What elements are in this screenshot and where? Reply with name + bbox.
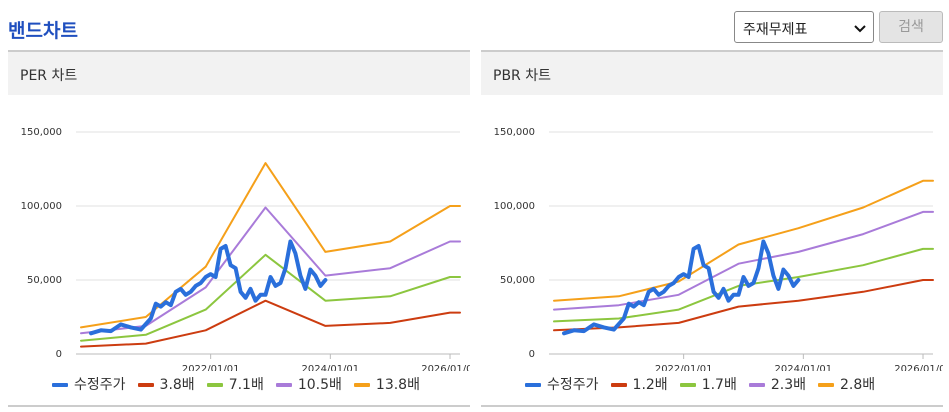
y-tick-label: 100,000: [494, 201, 535, 212]
y-tick-label: 50,000: [27, 275, 62, 286]
legend-label: 10.5배: [297, 377, 342, 393]
legend-label: 1.2배: [632, 377, 668, 393]
legend-label: 수정주가: [74, 377, 126, 393]
legend-swatch: [137, 383, 154, 387]
legend-swatch: [206, 383, 223, 387]
legend-item[interactable]: 1.2배: [610, 374, 668, 394]
legend-label: 3.8배: [159, 377, 195, 393]
pbr-chart-panel: PBR 차트 150,000 100,000 50,000 0 2022/01/01 20…: [481, 50, 943, 407]
legend-label: 수정주가: [547, 377, 599, 393]
legend-item[interactable]: 2.8배: [818, 374, 875, 394]
y-tick-label: 150,000: [21, 127, 62, 138]
legend-item[interactable]: 수정주가: [52, 374, 126, 394]
chevron-down-icon: [854, 25, 866, 33]
legend-swatch: [275, 383, 292, 387]
legend-label: 1.7배: [701, 377, 737, 393]
search-button[interactable]: 검색: [879, 11, 943, 43]
legend-swatch: [748, 383, 765, 387]
legend-label: 7.1배: [228, 377, 264, 393]
legend-item[interactable]: 7.1배: [206, 374, 264, 394]
x-tick-label: 2024/01/01: [775, 364, 833, 371]
legend-swatch: [525, 383, 541, 387]
legend-swatch: [818, 383, 834, 387]
financial-statement-select[interactable]: 주재무제표: [734, 11, 874, 43]
series-line: [553, 247, 934, 323]
x-tick-label: 2022/01/01: [182, 364, 240, 371]
per-chart-header: PER 차트: [8, 50, 470, 95]
series-line: [89, 239, 328, 336]
legend-label: 13.8배: [375, 377, 420, 393]
y-tick-label: 0: [56, 349, 62, 360]
legend-label: 2.3배: [770, 377, 806, 393]
legend-item[interactable]: 2.3배: [748, 374, 806, 394]
series-line: [562, 239, 801, 336]
x-tick-label: 2024/01/01: [302, 364, 360, 371]
series-line: [553, 279, 934, 332]
pbr-chart: 150,000 100,000 50,000 0 2022/01/01 2024/01/0…: [494, 127, 943, 371]
legend-item[interactable]: 1.7배: [679, 374, 737, 394]
pbr-chart-header: PBR 차트: [481, 50, 943, 95]
y-tick-label: 100,000: [21, 201, 62, 212]
legend-swatch: [610, 383, 627, 387]
per-chart-title: PER 차트: [20, 68, 78, 84]
series-line: [553, 179, 934, 302]
legend-swatch: [52, 383, 68, 387]
x-tick-label: 2022/01/01: [655, 364, 713, 371]
legend-item[interactable]: 10.5배: [275, 374, 342, 394]
x-tick-label: 2026/01/01: [894, 364, 943, 371]
legend-item[interactable]: 수정주가: [525, 374, 599, 394]
y-tick-label: 0: [529, 349, 535, 360]
legend-swatch: [679, 383, 696, 387]
pbr-chart-legend: 수정주가 1.2배 1.7배 2.3배 2.8배: [525, 374, 887, 394]
per-chart-legend: 수정주가 3.8배 7.1배 10.5배 13.8배: [52, 374, 432, 394]
page-title: 밴드차트: [8, 20, 78, 42]
legend-label: 2.8배: [840, 377, 876, 393]
series-line: [80, 253, 461, 342]
legend-item[interactable]: 3.8배: [137, 374, 195, 394]
series-line: [80, 206, 461, 335]
x-tick-label: 2026/01/01: [421, 364, 470, 371]
pbr-chart-title: PBR 차트: [493, 68, 551, 84]
legend-item[interactable]: 13.8배: [353, 374, 420, 394]
legend-swatch: [353, 383, 370, 387]
per-chart-panel: PER 차트 150,000 100,000 50,000 0 2022/01/01 20…: [8, 50, 470, 407]
select-value: 주재무제표: [743, 22, 808, 38]
y-tick-label: 150,000: [494, 127, 535, 138]
series-line: [80, 299, 461, 348]
per-chart: 150,000 100,000 50,000 0 2022/01/01 2024/01/0…: [21, 127, 470, 371]
y-tick-label: 50,000: [500, 275, 535, 286]
